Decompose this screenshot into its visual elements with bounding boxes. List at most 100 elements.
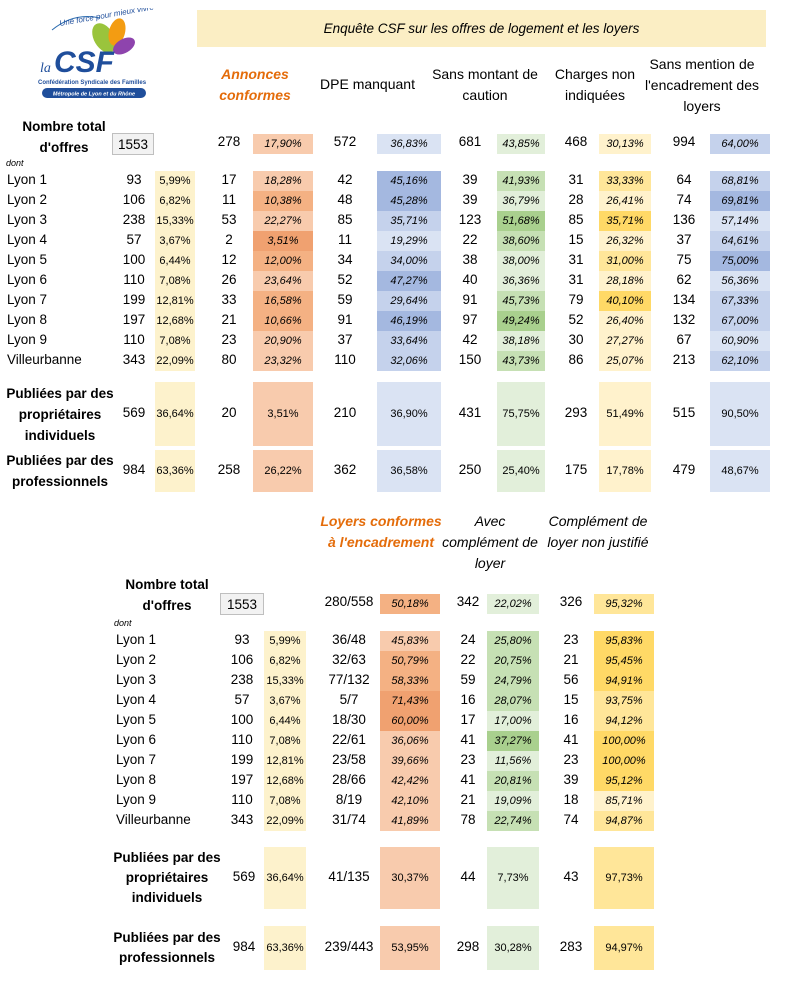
table1-cell-pct: 40,10% (599, 291, 651, 311)
table1-row-label: Lyon 7 (7, 292, 48, 307)
table2-header-2: Complément de loyer non justifié (547, 513, 649, 550)
table1-cell-pct: 26,40% (599, 311, 651, 331)
table2-cell-pct: 20,75% (487, 651, 539, 671)
table1-cell-count: 52 (337, 272, 353, 287)
table2-cell-count: 22 (460, 652, 476, 667)
table2-row-count: 106 (230, 652, 254, 667)
table1-row-label: Lyon 3 (7, 212, 48, 227)
table2-row-count: 197 (230, 772, 254, 787)
table1-cell-count: 11 (221, 192, 236, 207)
table2-cell-count: 15 (563, 692, 579, 707)
table1-row-share: 3,67% (155, 231, 195, 251)
table1-cell-pct: 60,90% (710, 331, 770, 351)
table2-row-share: 12,81% (264, 751, 306, 771)
table2-row-label: Lyon 2 (116, 652, 157, 667)
table1-group-label-line: Publiées par des (6, 453, 114, 468)
table1-group-count: 569 (122, 405, 146, 420)
table2-group-share: 63,36% (264, 926, 306, 970)
table1-cell-count: 136 (672, 212, 696, 227)
table1-cell-count: 64 (676, 172, 692, 187)
table1-cell-pct: 34,00% (377, 251, 441, 271)
table1-cell-count: 91 (337, 312, 353, 327)
table2-row-label: Lyon 8 (116, 772, 157, 787)
table1-cell-pct: 51,68% (497, 211, 545, 231)
table2-cell-pct: 20,81% (487, 771, 539, 791)
table2-row-label: Lyon 1 (116, 632, 157, 647)
table2-cell-count: 23 (460, 752, 476, 767)
logo-tagline: Une force pour mieux vivre (59, 8, 154, 28)
table2-cell-count: 21 (460, 792, 476, 807)
table2-cell-pct: 36,06% (380, 731, 440, 751)
table2-group-cell-pct: 97,73% (594, 847, 654, 909)
table2-row-label: Lyon 6 (116, 732, 157, 747)
logo-prefix: la (40, 61, 51, 76)
table1-row-label: Lyon 1 (7, 172, 48, 187)
table1-total-label: Nombre total d'offres (22, 119, 106, 155)
table1-row-count: 238 (122, 212, 146, 227)
table1-row-label: Lyon 9 (7, 332, 48, 347)
table1-cell-count: 42 (337, 172, 353, 187)
table2-row-share: 22,09% (264, 811, 306, 831)
table2-cell-count: 18 (563, 792, 579, 807)
csf-logo-icon: Une force pour mieux vivre la CSF Conféd… (38, 2, 155, 98)
table1-cell-count: 12 (221, 252, 237, 267)
table2-cell-count: 77/132 (328, 672, 370, 687)
table1-cell-count: 86 (568, 352, 584, 367)
table1-group-cell-count: 515 (672, 405, 696, 420)
table1-cell-count: 17 (221, 172, 237, 187)
table2-cell-pct: 71,43% (380, 691, 440, 711)
table1-group-cell-count: 431 (458, 405, 482, 420)
table1-cell-count: 31 (568, 172, 584, 187)
table1-row-count: 100 (122, 252, 146, 267)
table1-cell-pct: 19,29% (377, 231, 441, 251)
table1-cell-pct: 45,28% (377, 191, 441, 211)
table2-cell-count: 74 (563, 812, 579, 827)
table1-cell-count: 52 (568, 312, 584, 327)
table1-cell-count: 123 (458, 212, 482, 227)
table2-total-count: 326 (559, 594, 583, 609)
table1-total-count: 994 (672, 134, 696, 149)
table1-cell-pct: 22,27% (253, 211, 313, 231)
table1-cell-pct: 29,64% (377, 291, 441, 311)
table2-group-cell-count: 41/135 (328, 869, 370, 884)
table2-row-share: 7,08% (264, 731, 306, 751)
table1-cell-count: 80 (221, 352, 237, 367)
table1-cell-count: 39 (462, 192, 478, 207)
table2-row-share: 3,67% (264, 691, 306, 711)
table1-group-label-line: Publiées par des (6, 385, 114, 401)
table1-cell-count: 39 (462, 172, 478, 187)
table1-cell-count: 37 (337, 332, 353, 347)
table1-cell-pct: 69,81% (710, 191, 770, 211)
table2-total-count: 342 (456, 594, 480, 609)
table2-row-label: Lyon 9 (116, 792, 157, 807)
table1-group-cell-count: 175 (564, 462, 588, 477)
table2-row-label: Lyon 4 (116, 692, 157, 707)
table1-cell-pct: 33,64% (377, 331, 441, 351)
table1-header-0: Annonces conformes (219, 66, 291, 103)
table1-cell-pct: 43,73% (497, 351, 545, 371)
table1-cell-pct: 46,19% (377, 311, 441, 331)
table2-row-count: 110 (231, 792, 253, 807)
table1-total-pct: 17,90% (253, 134, 313, 154)
table1-cell-pct: 38,00% (497, 251, 545, 271)
table1-row-count: 110 (123, 332, 145, 347)
table1-cell-pct: 26,41% (599, 191, 651, 211)
table1-cell-pct: 75,00% (710, 251, 770, 271)
table2-row-count: 57 (234, 692, 250, 707)
table2-cell-count: 16 (563, 712, 579, 727)
table2-total-value: 1553 (220, 593, 264, 615)
table1-cell-pct: 10,66% (253, 311, 313, 331)
table1-row-count: 110 (123, 272, 145, 287)
table1-cell-pct: 64,61% (710, 231, 770, 251)
table1-cell-count: 22 (462, 232, 478, 247)
table1-cell-count: 62 (676, 272, 692, 287)
table2-group-label: Publiées par des propriétaires individuels (108, 847, 226, 909)
table2-group-label-line: individuels (131, 890, 203, 905)
table1-cell-count: 38 (462, 252, 478, 267)
table1-cell-count: 150 (458, 352, 482, 367)
table2-cell-pct: 25,80% (487, 631, 539, 651)
table1-cell-pct: 36,36% (497, 271, 545, 291)
table1-group-cell-pct: 25,40% (497, 450, 545, 492)
table1-row-share: 7,08% (155, 331, 195, 351)
table1-cell-pct: 25,07% (599, 351, 651, 371)
